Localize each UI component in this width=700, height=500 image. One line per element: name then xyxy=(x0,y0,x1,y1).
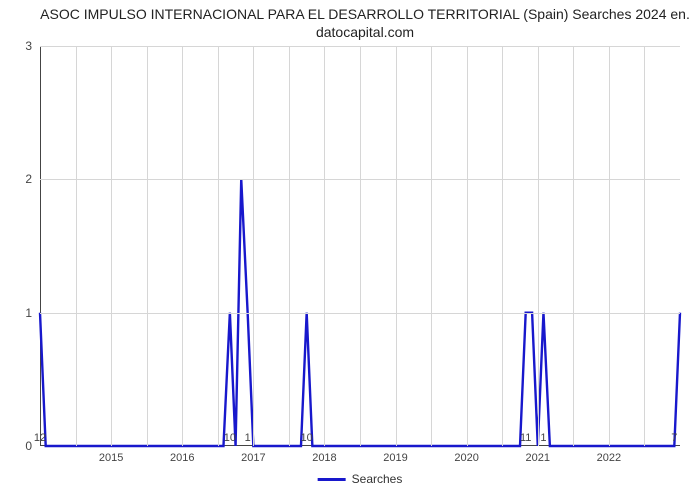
data-label: 12 xyxy=(34,432,46,444)
grid-horizontal xyxy=(40,179,680,180)
grid-vertical xyxy=(218,46,219,446)
grid-vertical xyxy=(609,46,610,446)
x-tick-label: 2022 xyxy=(597,452,621,464)
y-tick-label: 1 xyxy=(25,306,32,320)
x-tick-label: 2021 xyxy=(526,452,550,464)
grid-vertical xyxy=(253,46,254,446)
grid-vertical xyxy=(147,46,148,446)
y-tick-label: 3 xyxy=(25,39,32,53)
data-label: 10 xyxy=(224,432,236,444)
y-tick-label: 2 xyxy=(25,172,32,186)
data-label: 7 xyxy=(671,432,677,444)
legend-swatch xyxy=(318,478,346,481)
grid-vertical xyxy=(573,46,574,446)
grid-vertical xyxy=(360,46,361,446)
y-tick-label: 0 xyxy=(25,439,32,453)
grid-vertical xyxy=(502,46,503,446)
data-label: 1 xyxy=(245,432,251,444)
x-tick-label: 2017 xyxy=(241,452,265,464)
data-label: 11 xyxy=(520,432,531,444)
grid-vertical xyxy=(538,46,539,446)
x-tick-label: 2018 xyxy=(312,452,336,464)
chart-title-line2: datocapital.com xyxy=(316,24,414,40)
legend-label: Searches xyxy=(352,472,403,486)
grid-vertical xyxy=(431,46,432,446)
grid-vertical xyxy=(182,46,183,446)
grid-vertical xyxy=(467,46,468,446)
grid-vertical xyxy=(76,46,77,446)
grid-vertical xyxy=(289,46,290,446)
legend: Searches xyxy=(318,472,403,486)
grid-vertical xyxy=(324,46,325,446)
x-tick-label: 2019 xyxy=(383,452,407,464)
chart-title-line1: ASOC IMPULSO INTERNACIONAL PARA EL DESAR… xyxy=(40,6,690,22)
x-tick-label: 2020 xyxy=(454,452,478,464)
chart-container: ASOC IMPULSO INTERNACIONAL PARA EL DESAR… xyxy=(0,0,700,500)
grid-vertical xyxy=(396,46,397,446)
grid-horizontal xyxy=(40,46,680,47)
data-label: 10 xyxy=(301,432,313,444)
x-tick-label: 2016 xyxy=(170,452,194,464)
grid-vertical xyxy=(111,46,112,446)
chart-title: ASOC IMPULSO INTERNACIONAL PARA EL DESAR… xyxy=(40,6,690,41)
data-label: 1 xyxy=(540,432,546,444)
grid-horizontal xyxy=(40,313,680,314)
grid-vertical xyxy=(644,46,645,446)
x-tick-label: 2015 xyxy=(99,452,123,464)
plot-area: Searches 2015201620172018201920202021202… xyxy=(40,46,680,446)
